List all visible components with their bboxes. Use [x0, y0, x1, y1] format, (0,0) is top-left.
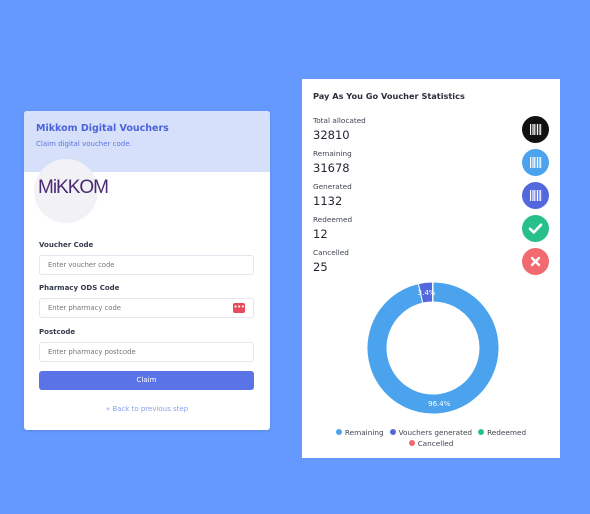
donut-data-label: 96.4% [428, 400, 451, 408]
voucher-code-input[interactable] [39, 255, 254, 275]
legend-item-redeemed[interactable]: Redeemed [478, 427, 526, 438]
stats-title: Pay As You Go Voucher Statistics [313, 91, 465, 101]
legend-label: Vouchers generated [398, 428, 473, 437]
voucher-statistics-card: Pay As You Go Voucher Statistics Total a… [302, 79, 560, 458]
legend-label: Cancelled [417, 439, 454, 448]
legend-marker [335, 429, 342, 435]
stat-value-total-allocated: 32810 [313, 128, 350, 142]
donut-slice-remaining[interactable] [366, 281, 500, 415]
stat-label-generated: Generated [313, 182, 352, 191]
password-manager-icon[interactable]: ••• [233, 303, 245, 313]
claim-card: Mikkom Digital Vouchers Claim digital vo… [24, 111, 270, 430]
barcode-icon [522, 116, 549, 143]
stat-label-redeemed: Redeemed [313, 215, 353, 224]
barcode-icon [522, 182, 549, 209]
legend-marker [408, 440, 415, 446]
logo-avatar [34, 159, 98, 223]
stat-label-cancelled: Cancelled [313, 248, 349, 257]
close-icon [522, 248, 549, 275]
stat-value-generated: 1132 [313, 194, 343, 208]
check-icon [522, 215, 549, 242]
pharmacy-ods-code-label: Pharmacy ODS Code [39, 284, 120, 292]
legend-label: Redeemed [487, 428, 527, 437]
legend-item-vouchers-generated[interactable]: Vouchers generated [389, 427, 473, 438]
legend-item-cancelled[interactable]: Cancelled [408, 438, 454, 449]
mikkom-logo: MiKKOM [38, 177, 109, 198]
voucher-donut-chart: 96.4% 3.4% [364, 279, 502, 417]
legend-marker [478, 429, 485, 435]
barcode-icon [522, 149, 549, 176]
legend-label: Remaining [344, 428, 384, 437]
claim-subtitle: Claim digital voucher code. [36, 140, 132, 148]
claim-title: Mikkom Digital Vouchers [36, 123, 169, 134]
donut-data-label: 3.4% [418, 289, 436, 297]
postcode-label: Postcode [39, 328, 76, 336]
stat-value-redeemed: 12 [313, 227, 328, 241]
voucher-code-label: Voucher Code [39, 241, 94, 249]
claim-button[interactable]: Claim [39, 371, 254, 390]
pharmacy-ods-code-input[interactable] [39, 298, 254, 318]
legend-marker [389, 429, 396, 435]
stat-label-total-allocated: Total allocated [313, 116, 366, 125]
back-to-previous-step-link[interactable]: « Back to previous step [105, 405, 189, 413]
stat-label-remaining: Remaining [313, 149, 352, 158]
chart-legend: Remaining Vouchers generated Redeemed Cance… [302, 427, 560, 449]
legend-item-remaining[interactable]: Remaining [335, 427, 384, 438]
postcode-input[interactable] [39, 342, 254, 362]
stat-value-remaining: 31678 [313, 161, 350, 175]
stat-value-cancelled: 25 [313, 260, 328, 274]
donut-svg: 96.4% 3.4% [366, 281, 500, 415]
